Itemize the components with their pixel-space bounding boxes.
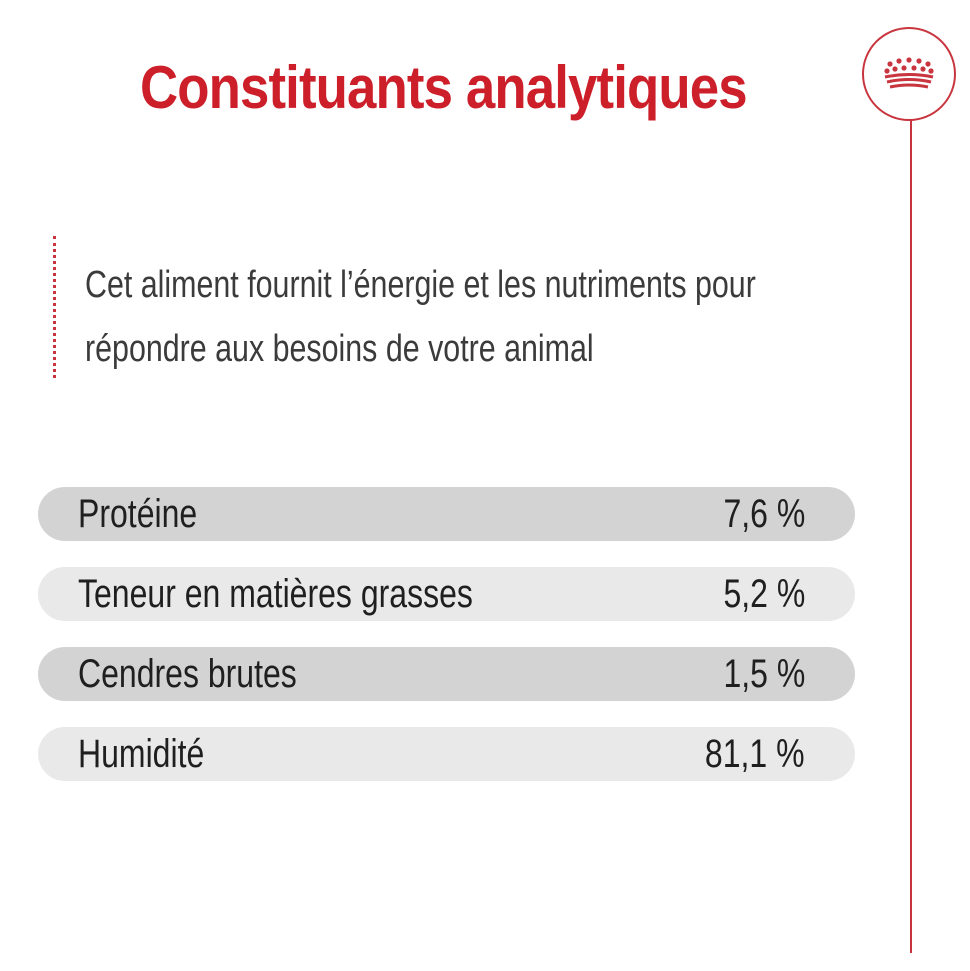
constituent-value: 81,1 % xyxy=(705,732,805,776)
constituent-row: Humidité 81,1 % xyxy=(38,727,855,781)
brand-logo xyxy=(862,27,956,121)
constituent-label: Protéine xyxy=(78,492,198,536)
constituent-value: 7,6 % xyxy=(723,492,805,536)
constituents-table: Protéine 7,6 % Teneur en matières grasse… xyxy=(38,487,855,807)
timeline-line xyxy=(910,120,912,953)
constituent-value: 1,5 % xyxy=(723,652,805,696)
constituent-label: Humidité xyxy=(78,732,205,776)
constituent-row: Protéine 7,6 % xyxy=(38,487,855,541)
constituent-row: Teneur en matières grasses 5,2 % xyxy=(38,567,855,621)
intro-line: Cet aliment fournit l’énergie et les nut… xyxy=(85,264,756,306)
constituent-value: 5,2 % xyxy=(723,572,805,616)
intro-line: répondre aux besoins de votre animal xyxy=(85,328,594,370)
constituent-label: Teneur en matières grasses xyxy=(78,572,473,616)
page-title: Constituants analytiques xyxy=(140,54,748,121)
constituent-row: Cendres brutes 1,5 % xyxy=(38,647,855,701)
constituent-label: Cendres brutes xyxy=(78,652,297,696)
crown-icon xyxy=(884,57,934,89)
intro-text: Cet aliment fournit l’énergie et les nut… xyxy=(85,253,789,381)
quote-marker xyxy=(53,236,56,378)
